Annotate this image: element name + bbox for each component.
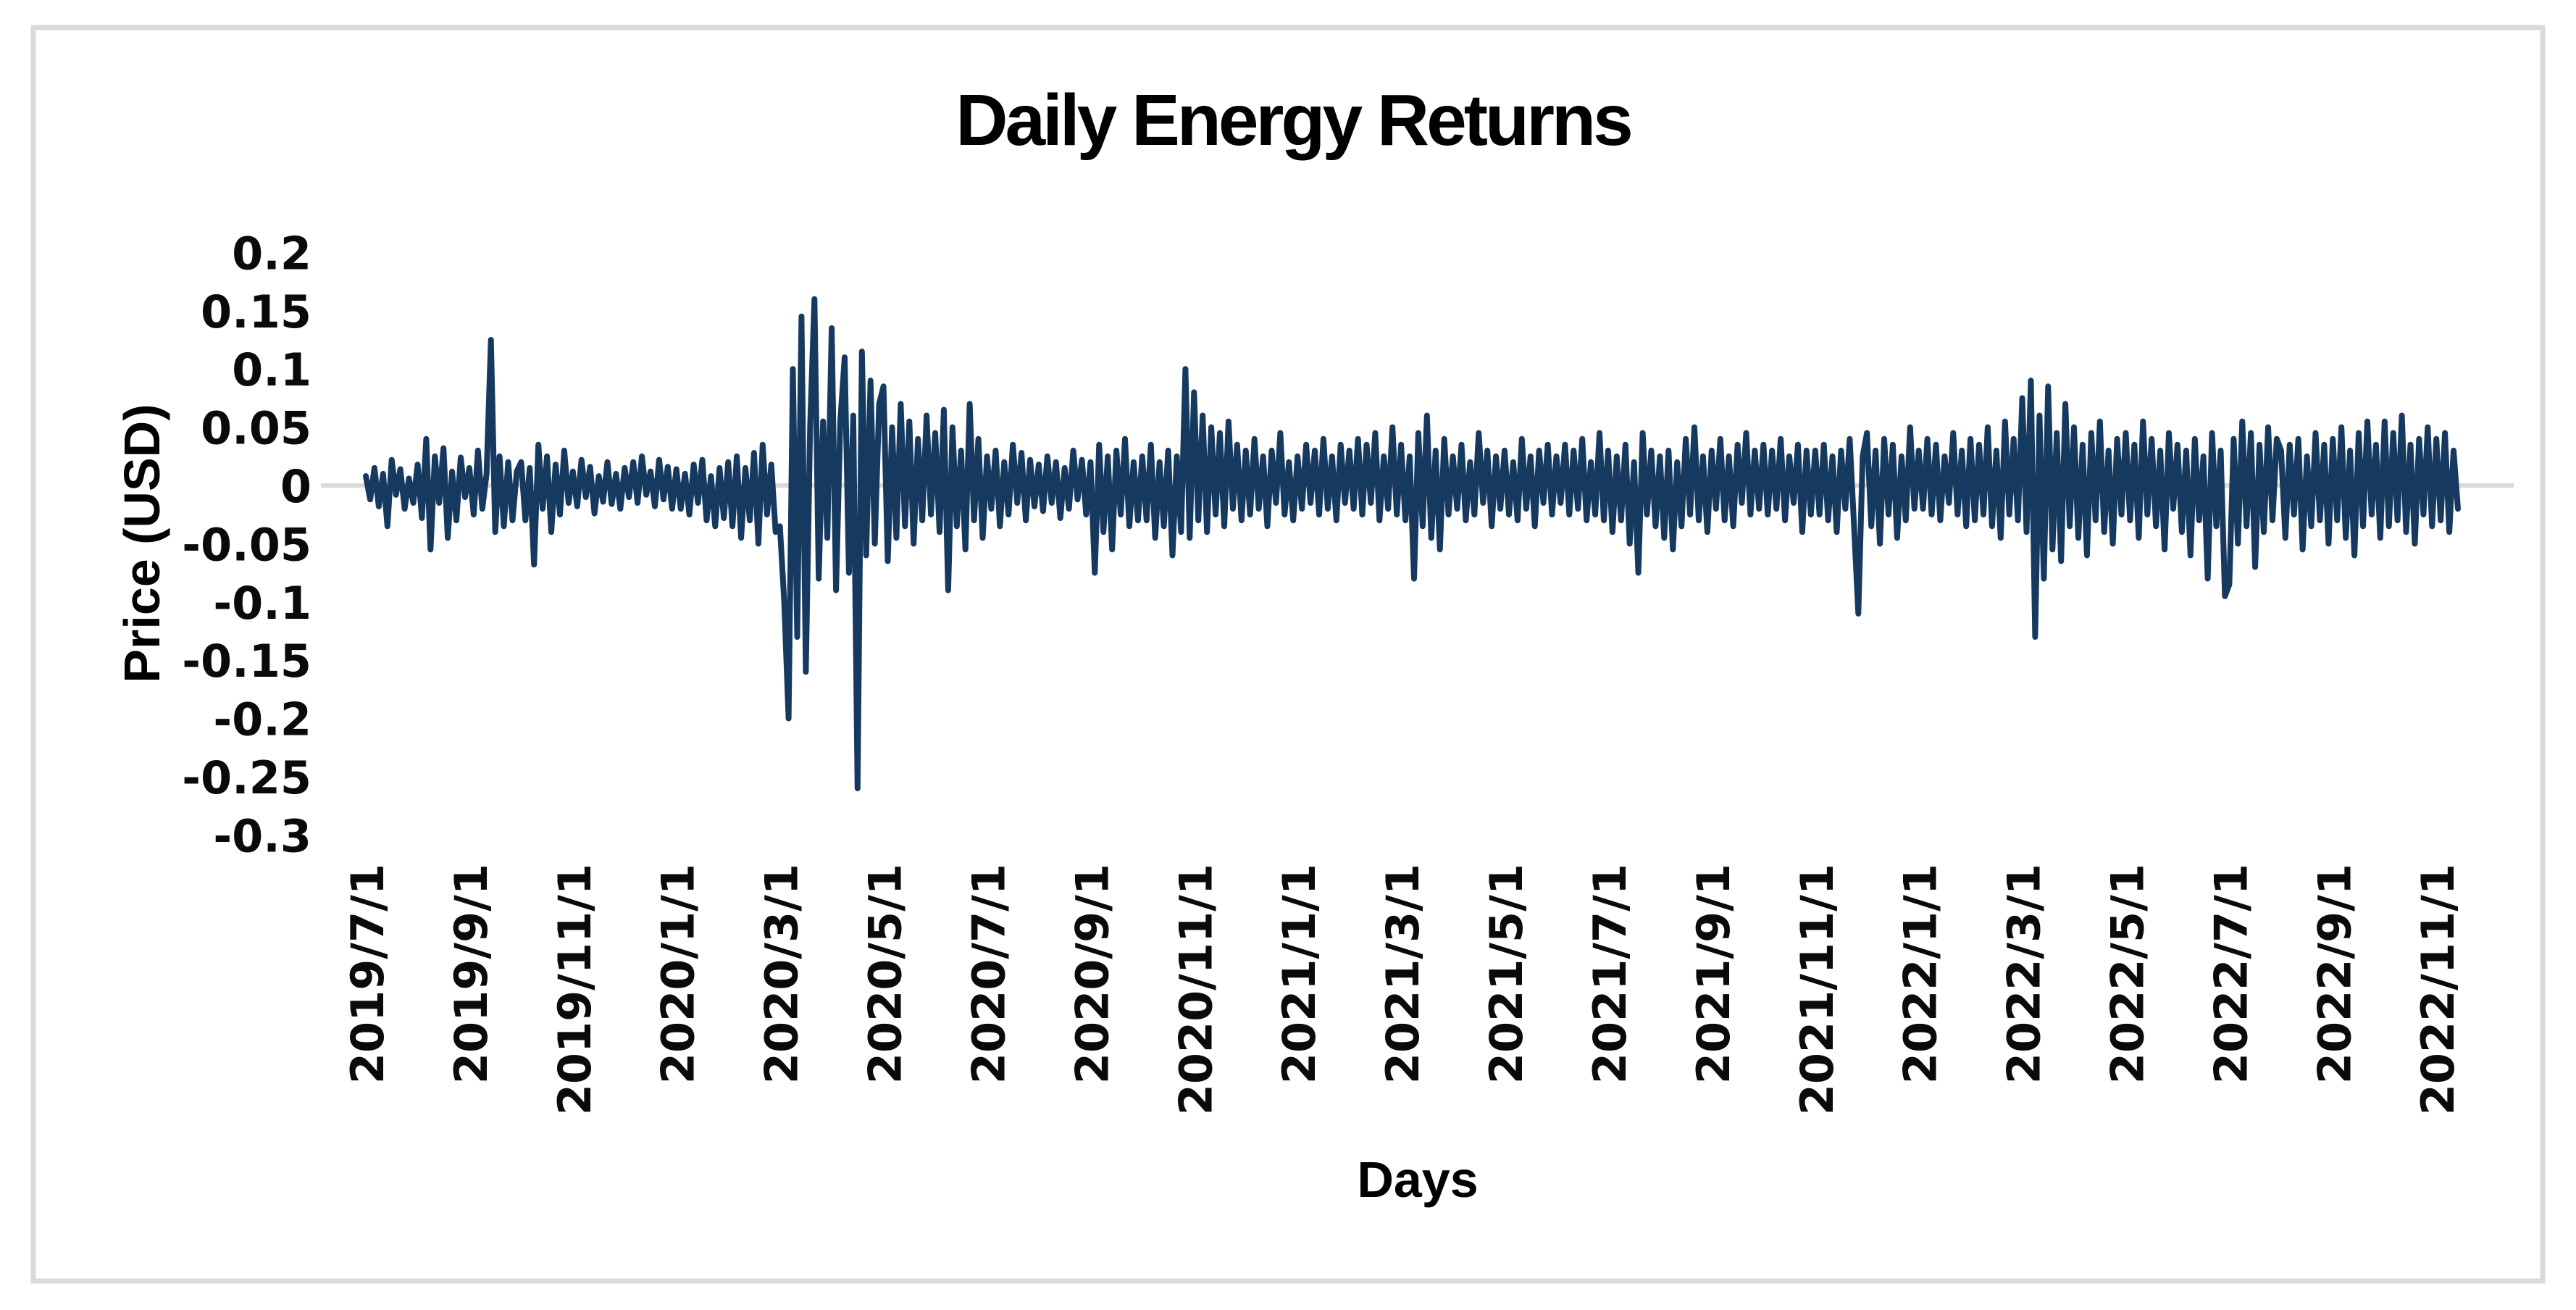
energy-returns-line — [363, 296, 2461, 792]
x-tick-label: 2022/1/1 — [1894, 864, 1947, 1084]
x-tick-label: 2022/7/1 — [2204, 864, 2257, 1084]
y-tick-label: -0.25 — [182, 751, 311, 804]
x-tick-label: 2022/11/1 — [2412, 864, 2464, 1115]
y-tick-label: 0 — [280, 460, 311, 513]
x-tick-label: 2022/5/1 — [2101, 864, 2154, 1084]
y-tick-label: -0.15 — [182, 635, 311, 688]
x-tick-label: 2020/1/1 — [652, 864, 705, 1084]
x-tick-label: 2020/9/1 — [1066, 864, 1118, 1084]
y-tick-label: -0.3 — [213, 809, 311, 862]
x-tick-label: 2020/7/1 — [962, 864, 1015, 1084]
x-tick-label: 2020/3/1 — [756, 864, 808, 1084]
x-tick-label: 2021/7/1 — [1584, 864, 1636, 1084]
x-tick-label: 2022/9/1 — [2308, 864, 2361, 1084]
y-axis-title: Price (USD) — [114, 404, 170, 683]
y-tick-label: 0.1 — [232, 343, 311, 396]
x-tick-label: 2020/5/1 — [859, 864, 912, 1084]
x-tick-label: 2021/9/1 — [1687, 864, 1740, 1084]
x-axis-tick-labels: 2019/7/1 2019/9/1 2019/11/1 2020/1/1 2020/3/… — [341, 864, 2464, 1115]
x-tick-label: 2019/11/1 — [548, 864, 601, 1115]
x-tick-label: 2021/3/1 — [1376, 864, 1429, 1084]
x-tick-label: 2021/1/1 — [1273, 864, 1326, 1084]
x-tick-label: 2019/9/1 — [445, 864, 498, 1084]
x-tick-label: 2021/11/1 — [1791, 864, 1844, 1115]
x-axis-title: Days — [1357, 1151, 1478, 1208]
chart-title: Daily Energy Returns — [955, 80, 1631, 161]
x-tick-label: 2020/11/1 — [1169, 864, 1222, 1115]
figure-border — [30, 25, 2546, 1284]
y-tick-label: -0.2 — [213, 693, 311, 746]
y-tick-label: 0.15 — [201, 285, 311, 338]
y-tick-label: 0.2 — [232, 227, 311, 280]
y-tick-label: -0.1 — [213, 577, 311, 630]
y-axis-tick-labels: 0.20.150.1 0.050-0.05 -0.1-0.15-0.2-0.25-0… — [182, 227, 311, 862]
y-tick-label: -0.05 — [182, 518, 311, 571]
y-tick-label: 0.05 — [201, 402, 311, 455]
x-tick-label: 2022/3/1 — [1998, 864, 2051, 1084]
x-tick-label: 2021/5/1 — [1480, 864, 1533, 1084]
x-tick-label: 2019/7/1 — [341, 864, 394, 1084]
